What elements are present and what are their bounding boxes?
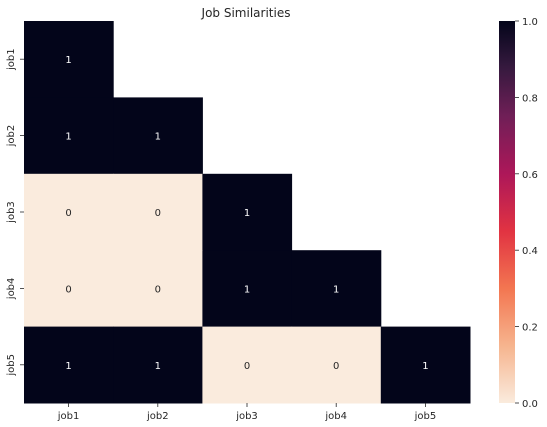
heatmap-cell-job4-job4 [291,250,382,328]
colorbar-tick-label: 1.0 [522,17,538,28]
heatmap-cell-labels: 1 1 1 0 0 1 0 0 1 1 1 1 0 0 1 [65,55,428,372]
heatmap-cell-job3-job1 [24,173,114,251]
cell-value-label: 1 [155,132,161,143]
cell-value-label: 0 [65,284,71,295]
heatmap-cell-job2-job1 [24,97,114,175]
heatmap-cell-job5-job4 [291,326,382,404]
x-axis-ticks: job1 job2 job3 job4 job5 [57,403,436,422]
colorbar-tick-label: 0.6 [522,170,538,181]
colorbar: 0.0 0.2 0.4 0.6 0.8 1.0 [499,17,538,410]
x-tick-label: job4 [324,411,347,422]
cell-value-label: 1 [65,361,71,372]
heatmap-cell-job5-job3 [202,326,293,404]
heatmap-cells [24,21,471,404]
heatmap-cell-job1-job1 [24,21,114,98]
y-tick-label: job4 [6,278,17,301]
y-axis-ticks: job1 job2 job3 job4 job5 [6,48,24,377]
cell-value-label: 0 [333,361,339,372]
cell-value-label: 1 [65,55,71,66]
x-tick-label: job5 [414,411,437,422]
heatmap-cell-job5-job2 [113,326,203,404]
heatmap-cell-job5-job5 [380,326,471,404]
cell-value-label: 0 [65,208,71,219]
y-tick-label: job3 [6,201,17,224]
x-tick-label: job3 [235,411,258,422]
y-tick-label: job1 [6,48,17,71]
colorbar-tick-label: 0.0 [522,399,538,410]
cell-value-label: 1 [244,284,250,295]
y-tick-label: job5 [6,354,17,377]
cell-value-label: 1 [244,208,250,219]
colorbar-ticks: 0.0 0.2 0.4 0.6 0.8 1.0 [515,17,538,410]
heatmap-cell-job3-job2 [113,173,203,251]
x-tick-label: job1 [57,411,80,422]
colorbar-tick-label: 0.2 [522,323,538,334]
cell-value-label: 0 [155,208,161,219]
chart-title: Job Similarities [201,6,291,20]
cell-value-label: 1 [333,284,339,295]
heatmap-cell-job4-job3 [202,250,293,328]
heatmap-cell-job3-job3 [202,173,293,251]
cell-value-label: 1 [65,132,71,143]
colorbar-tick-label: 0.4 [522,246,538,257]
y-tick-label: job2 [6,125,17,148]
heatmap-cell-job2-job2 [113,97,203,175]
cell-value-label: 1 [422,361,428,372]
cell-value-label: 0 [244,361,250,372]
colorbar-tick-label: 0.8 [522,93,538,104]
heatmap-cell-job4-job2 [113,250,203,328]
colorbar-gradient [499,21,515,403]
x-tick-label: job2 [146,411,169,422]
cell-value-label: 0 [155,284,161,295]
heatmap-cell-job5-job1 [24,326,114,404]
heatmap-cell-job4-job1 [24,250,114,328]
cell-value-label: 1 [155,361,161,372]
